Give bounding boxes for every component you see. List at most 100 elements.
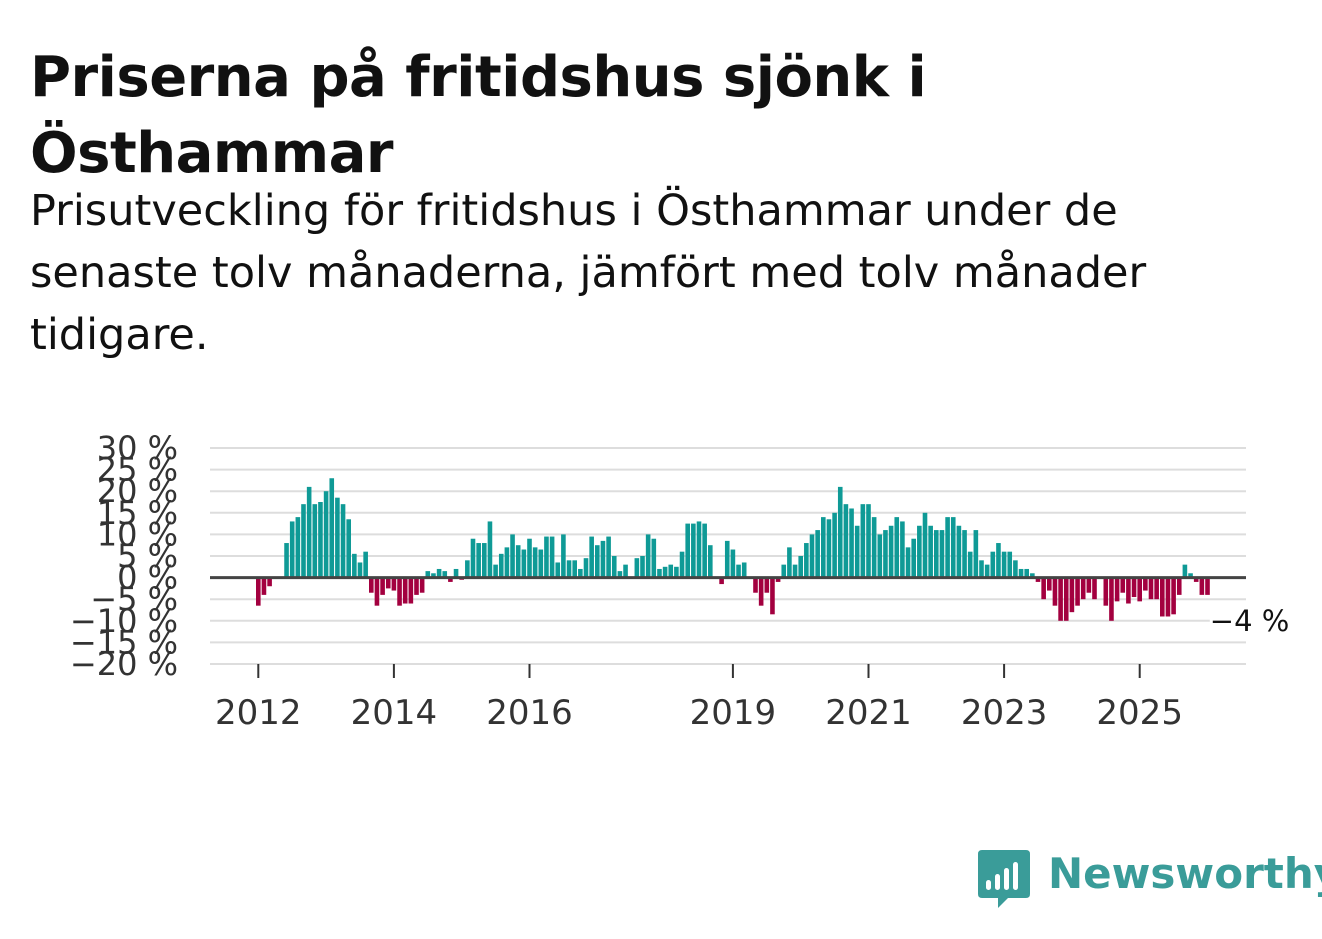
bar [448,577,453,582]
bar [1182,564,1188,578]
x-tick-label: 2021 [825,693,912,733]
bar [973,530,979,578]
bar [815,530,820,578]
bar [996,543,1001,578]
bar [1148,577,1154,600]
bar [962,530,967,578]
bar [578,568,583,578]
bar [900,521,905,578]
bar [527,538,532,578]
bar [758,577,764,606]
bar [561,534,566,578]
bar [1024,568,1029,578]
bar [888,525,894,578]
bar [674,566,679,578]
bar [431,573,436,578]
bar [804,543,809,578]
bar [1176,577,1182,595]
bar [470,538,476,578]
y-axis: 30 %25 %20 %15 %10 %5 %0 %−5 %−10 %−15 %… [70,429,178,683]
bar [340,504,346,578]
bar [391,577,397,591]
bar [753,577,758,593]
y-tick-label: 30 % [97,429,178,467]
bar [950,517,956,578]
bar [306,486,312,578]
bar [1092,577,1097,600]
bar [657,568,662,578]
bar [414,577,419,595]
bar [770,577,775,615]
bar [1131,577,1137,598]
bar [798,556,803,578]
bar [1035,577,1041,582]
bar [668,564,674,578]
bar [736,564,741,578]
bar [408,577,414,604]
bar [809,534,815,578]
bar [781,564,787,578]
bar [606,536,611,578]
bar [482,543,487,578]
bar [787,547,792,578]
bar [640,556,645,578]
bar [335,497,340,578]
bar [1001,551,1007,578]
bar [1165,577,1171,617]
bar [617,571,623,578]
bar [1205,577,1210,595]
bar [363,551,368,578]
last-value-label: −4 % [1210,604,1290,638]
bar [1160,577,1165,617]
bar [329,478,335,578]
bar [928,525,933,578]
x-axis: 2012 2014 2016 2019 2021 2023 2025 [215,664,1183,733]
bar [679,551,685,578]
bar [318,502,323,578]
bar [832,512,837,578]
bar [939,530,945,578]
bar [583,558,589,578]
bar-chart-speech-bubble-icon [978,850,1030,908]
bar [1080,577,1086,600]
bar [284,543,289,578]
chart-subtitle: Prisutveckling för fritidshus i Östhamma… [30,186,1147,360]
bar [730,549,736,578]
bar [1143,577,1148,591]
bar [724,540,730,578]
bar [1063,577,1069,621]
bar [866,504,871,578]
bar [905,547,911,578]
y-tick-label: −5 % [90,580,178,618]
bar [357,562,363,578]
bar [911,538,916,578]
bar [1030,573,1035,578]
y-tick-label: 20 % [97,472,178,510]
bar [990,551,996,578]
bar [532,547,538,578]
y-tick-label: −20 % [70,645,178,683]
bar [487,521,493,578]
bar [385,577,391,589]
bar [691,523,696,578]
bar [510,534,515,578]
bar [917,525,922,578]
x-tick-label: 2023 [961,693,1048,733]
bar [1058,577,1063,621]
bar [1188,573,1193,578]
y-tick-label: 0 % [117,559,178,597]
bar [267,577,272,587]
bar [261,577,267,595]
bar [662,566,668,578]
bar [515,545,521,578]
bar [397,577,402,606]
bar [498,553,504,578]
bar [555,562,561,578]
bar [967,551,973,578]
bar [256,577,261,606]
bar [465,560,470,578]
bar [289,521,295,578]
bar [708,545,713,578]
bar [945,517,950,578]
bar [934,530,939,578]
